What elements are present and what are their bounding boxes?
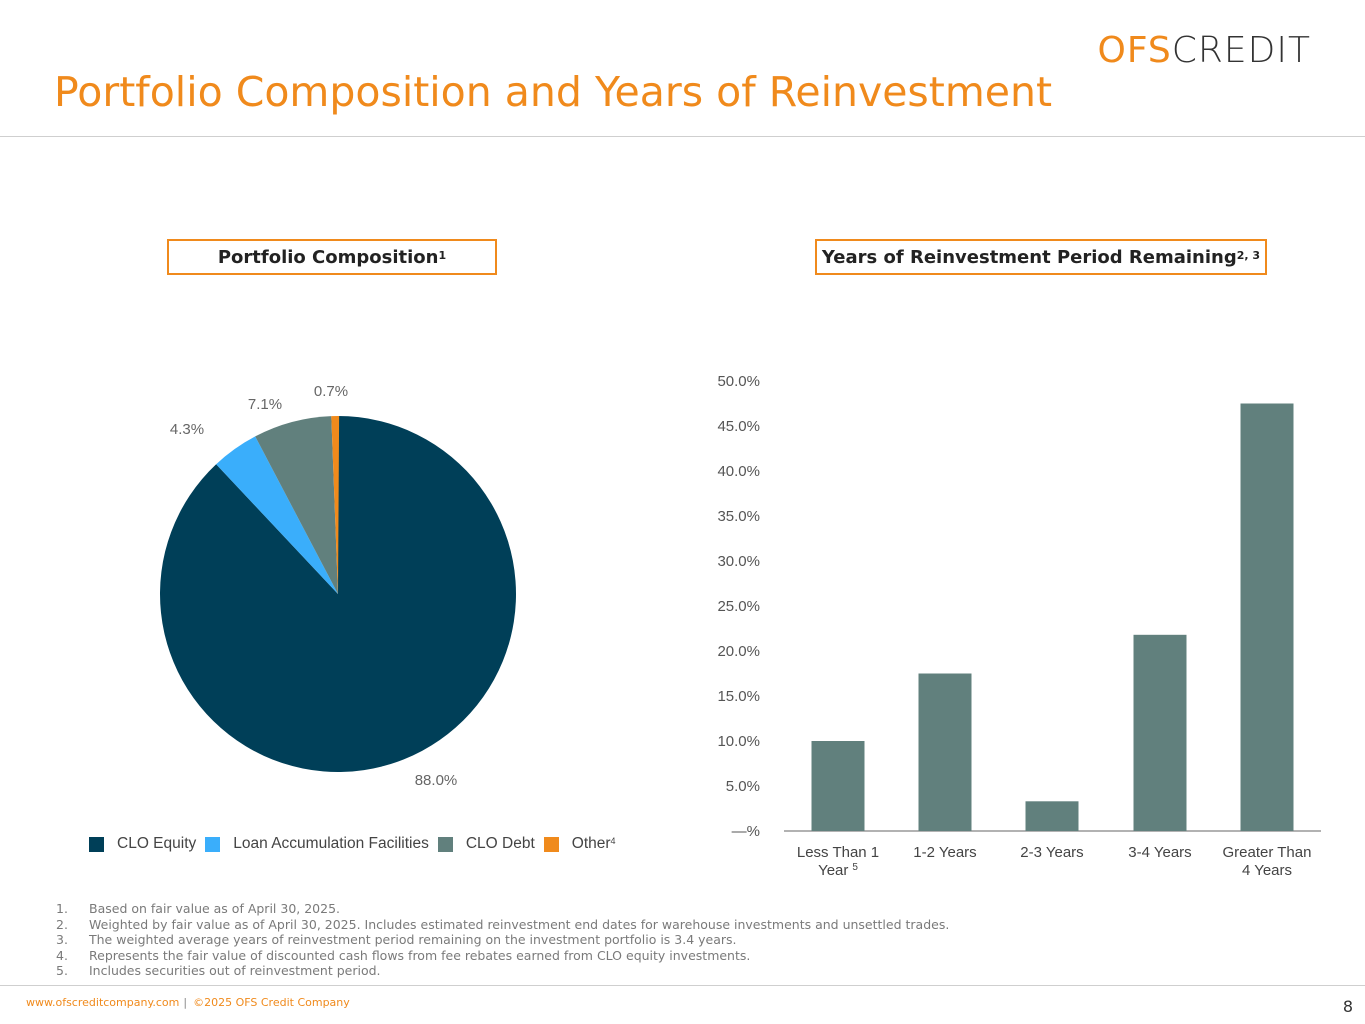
header-divider: [0, 136, 1365, 137]
footnote-item: 3. The weighted average years of reinvest…: [56, 932, 949, 948]
x-tick-label-greater-than-4-years: Greater Than: [1223, 844, 1312, 861]
x-tick-label-less-than-1-year: Year 5: [818, 862, 858, 879]
legend-label-sup: 4: [610, 836, 616, 846]
legend-label: Other: [571, 835, 611, 852]
footer-divider: [0, 985, 1365, 986]
legend-swatch: [437, 836, 453, 852]
page-title: Portfolio Composition and Years of Reinv…: [54, 68, 1053, 116]
bar-2-3-years: [1025, 801, 1079, 831]
footnote-item: 5. Includes securities out of reinvestmen…: [56, 963, 949, 979]
footnote-number: 2.: [56, 916, 68, 932]
legend-label: CLO Debt: [465, 835, 535, 852]
footer-website[interactable]: www.ofscreditcompany.com: [26, 996, 180, 1009]
bar-1-2-years: [918, 673, 972, 831]
footnote-text: Includes securities out of reinvestment …: [89, 963, 381, 978]
footnote-number: 5.: [56, 963, 68, 978]
legend-item-other: Other 4: [543, 835, 616, 853]
x-tick-label-2-3-years: 2-3 Years: [1020, 844, 1083, 861]
footer-left: www.ofscreditcompany.com | ©2025 OFS Credi…: [26, 996, 350, 1009]
legend-swatch: [205, 836, 221, 852]
reinvestment-title-sup: 2, 3: [1236, 248, 1261, 262]
y-tick-label: 10.0%: [717, 733, 760, 750]
y-tick-label: 20.0%: [717, 643, 760, 660]
reinvestment-title: Years of Reinvestment Period Remaining: [821, 246, 1237, 268]
footnote-text: Weighted by fair value as of April 30, 2…: [89, 916, 950, 932]
portfolio-composition-title: Portfolio Composition: [217, 246, 439, 268]
footnote-item: 1. Based on fair value as of April 30, 20…: [56, 901, 949, 917]
footnote-text: The weighted average years of reinvestme…: [89, 932, 737, 947]
pie-slice-clo-debt: [255, 416, 338, 594]
legend-swatch: [543, 836, 559, 852]
legend-label: CLO Equity: [117, 835, 197, 852]
footer-copyright: ©2025 OFS Credit Company: [193, 996, 350, 1009]
legend-item-clo-equity: CLO Equity: [89, 835, 196, 853]
x-tick-label-greater-than-4-years: 4 Years: [1242, 862, 1292, 879]
pie-label-other: 0.7%: [314, 383, 348, 400]
y-tick-label: 5.0%: [726, 778, 760, 795]
y-tick-label: 45.0%: [717, 418, 760, 435]
company-logo: OFSCREDIT: [1098, 30, 1312, 71]
page-number: 8: [1342, 997, 1353, 1016]
footnote-number: 4.: [56, 947, 68, 963]
footnotes: 1. Based on fair value as of April 30, 20…: [56, 901, 949, 979]
footnote-number: 3.: [56, 932, 68, 947]
pie-legend: CLO Equity Loan Accumulation Facilities CL…: [89, 835, 625, 853]
x-tick-label-sup: 5: [852, 862, 858, 873]
footnote-text: Represents the fair value of discounted …: [89, 947, 751, 963]
portfolio-composition-title-sup: 1: [438, 248, 447, 262]
footnote-text: Based on fair value as of April 30, 2025…: [89, 901, 341, 916]
pie-slice-loan-accumulation-facilities: [216, 436, 338, 594]
pie-label-clo-debt: 7.1%: [248, 396, 282, 413]
footnote-item: 4. Represents the fair value of discounte…: [56, 948, 949, 964]
portfolio-composition-title-box: Portfolio Composition 1: [167, 239, 497, 275]
legend-label: Loan Accumulation Facilities: [233, 835, 429, 852]
y-tick-label: 40.0%: [717, 463, 760, 480]
y-tick-label: 30.0%: [717, 553, 760, 570]
footnote-item: 2. Weighted by fair value as of April 30,…: [56, 917, 949, 933]
reinvestment-title-box: Years of Reinvestment Period Remaining 2,…: [815, 239, 1267, 275]
footer-separator: |: [183, 996, 188, 1009]
logo-credit: CREDIT: [1171, 30, 1311, 71]
y-tick-label: 25.0%: [717, 598, 760, 615]
legend-swatch: [89, 836, 104, 852]
pie-label-loan-accumulation-facilities: 4.3%: [170, 421, 204, 438]
bar-less-than-1-year: [811, 741, 865, 831]
pie-slice-clo-equity: [160, 415, 517, 772]
legend-item-loan-accumulation-facilities: Loan Accumulation Facilities: [205, 835, 429, 853]
pie-slice-other: [331, 416, 340, 594]
footnote-number: 1.: [56, 901, 68, 916]
y-tick-label: 35.0%: [717, 508, 760, 525]
pie-label-clo-equity: 88.0%: [415, 772, 458, 789]
y-tick-label: 15.0%: [717, 688, 760, 705]
x-tick-label-1-2-years: 1-2 Years: [913, 844, 976, 861]
x-tick-label-less-than-1-year: Less Than 1: [797, 844, 879, 861]
bar-greater-than-4-years: [1240, 403, 1294, 831]
logo-ofs: OFS: [1097, 30, 1172, 71]
y-tick-label: 50.0%: [717, 373, 760, 390]
bar-3-4-years: [1133, 634, 1187, 831]
x-tick-label-3-4-years: 3-4 Years: [1128, 844, 1191, 861]
y-tick-label: —%: [732, 823, 760, 840]
legend-item-clo-debt: CLO Debt: [437, 835, 535, 853]
